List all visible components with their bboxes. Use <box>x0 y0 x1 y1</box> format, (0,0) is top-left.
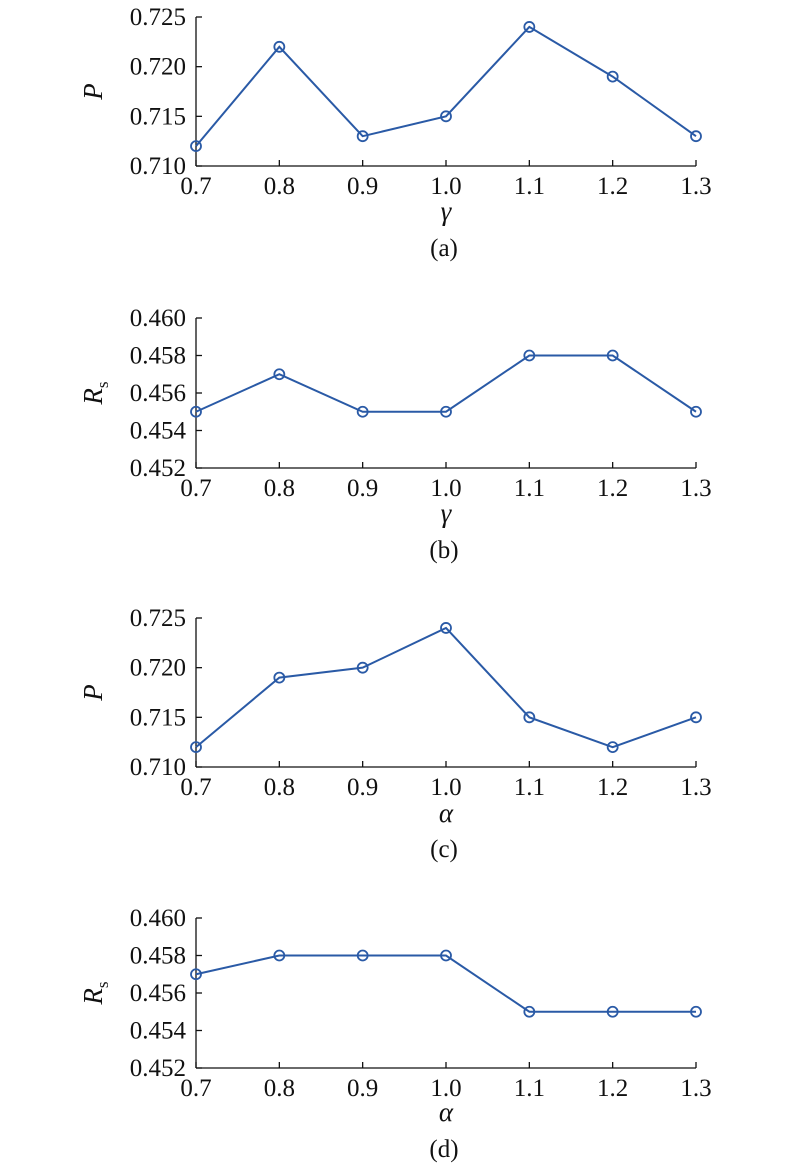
x-tick-label: 1.1 <box>514 475 545 502</box>
data-point <box>440 405 452 418</box>
x-tick-label: 0.8 <box>264 774 295 801</box>
data-point <box>190 140 202 153</box>
x-tick-label: 0.9 <box>347 173 378 200</box>
panel-caption: (b) <box>429 537 458 564</box>
data-point <box>690 130 702 143</box>
y-axis-label: Rs <box>78 981 112 1005</box>
y-tick-label: 0.720 <box>130 655 186 682</box>
x-tick-label: 1.3 <box>680 173 711 200</box>
data-point <box>190 405 202 418</box>
x-tick-label: 1.0 <box>430 173 461 200</box>
data-point <box>356 661 369 674</box>
x-tick-label: 0.7 <box>180 475 211 502</box>
data-point <box>606 1005 619 1018</box>
chart-panel-a: 0.7 0.8 0.9 1.0 1.1 1.2 1.3 0.710 0.715 0.720 0.72… <box>78 4 712 262</box>
panel-caption: (a) <box>430 235 458 262</box>
x-tick-label: 0.9 <box>347 1075 378 1102</box>
panel-caption: (c) <box>430 836 458 863</box>
data-point <box>273 40 286 53</box>
data-point <box>523 711 536 724</box>
data-point <box>523 1005 536 1018</box>
data-point <box>273 671 286 684</box>
x-tick-label: 0.9 <box>347 774 378 801</box>
y-tick-label: 0.456 <box>130 380 186 407</box>
chart-panel-d: 0.7 0.8 0.9 1.0 1.1 1.2 1.3 0.452 0.454 0.456 0.45… <box>78 905 712 1163</box>
y-axis-label: P <box>78 684 108 702</box>
x-tick-label: 1.0 <box>430 1075 461 1102</box>
y-axis-label: P <box>78 83 108 101</box>
y-tick-label: 0.710 <box>130 153 186 180</box>
x-tick-label: 1.0 <box>430 475 461 502</box>
data-point <box>356 130 369 143</box>
y-tick-label: 0.454 <box>130 1018 187 1045</box>
x-tick-label: 1.1 <box>514 774 545 801</box>
x-axis-label: α <box>439 1097 454 1127</box>
x-tick-label: 1.1 <box>514 1075 545 1102</box>
data-point <box>190 741 202 754</box>
chart-panel-b: 0.7 0.8 0.9 1.0 1.1 1.2 1.3 0.452 0.454 0.456 0.45… <box>78 305 712 564</box>
data-point <box>190 968 202 981</box>
data-point <box>356 405 369 418</box>
data-point <box>440 622 452 634</box>
data-point <box>606 349 619 362</box>
x-tick-label: 0.8 <box>264 1075 295 1102</box>
y-tick-label: 0.458 <box>130 943 186 970</box>
y-tick-label: 0.460 <box>130 305 186 332</box>
x-tick-label: 1.2 <box>597 774 628 801</box>
data-point <box>606 70 619 83</box>
y-tick-label: 0.452 <box>130 1055 186 1082</box>
y-tick-label: 0.715 <box>130 704 186 731</box>
series-line <box>195 25 697 147</box>
data-point <box>273 368 286 381</box>
x-tick-label: 0.7 <box>180 774 211 801</box>
series-line <box>195 954 696 1013</box>
data-point <box>690 1005 702 1018</box>
series-line <box>195 354 697 413</box>
data-point <box>690 405 702 418</box>
data-point <box>356 949 369 962</box>
data-point <box>440 110 452 123</box>
y-tick-label: 0.456 <box>130 980 186 1007</box>
x-axis-label: α <box>439 798 454 828</box>
y-tick-label: 0.454 <box>130 418 187 445</box>
x-tick-label: 1.3 <box>680 475 711 502</box>
y-axis-label: Rs <box>78 381 112 405</box>
series-line <box>195 626 697 749</box>
data-point <box>440 949 452 962</box>
y-tick-label: 0.710 <box>130 754 186 781</box>
data-point <box>273 949 286 962</box>
x-axis-label: γ <box>441 498 453 528</box>
x-tick-label: 1.3 <box>680 1075 711 1102</box>
data-point <box>523 349 536 362</box>
y-tick-label: 0.458 <box>130 343 186 370</box>
x-tick-label: 1.0 <box>430 774 461 801</box>
data-point <box>606 741 619 754</box>
x-tick-label: 0.7 <box>180 173 211 200</box>
chart-panel-c: 0.7 0.8 0.9 1.0 1.1 1.2 1.3 0.710 0.715 0.720 0.72… <box>78 605 712 863</box>
x-tick-label: 1.1 <box>514 173 545 200</box>
y-tick-label: 0.460 <box>130 905 186 932</box>
x-tick-label: 1.2 <box>597 1075 628 1102</box>
x-axis-label: γ <box>441 196 453 226</box>
data-point <box>523 21 536 33</box>
y-tick-label: 0.725 <box>130 4 186 31</box>
panel-caption: (d) <box>429 1136 458 1163</box>
y-tick-label: 0.452 <box>130 455 186 482</box>
x-tick-label: 0.8 <box>264 475 295 502</box>
x-tick-label: 1.2 <box>597 173 628 200</box>
x-tick-label: 1.3 <box>680 774 711 801</box>
x-tick-label: 0.9 <box>347 475 378 502</box>
y-tick-label: 0.720 <box>130 54 186 81</box>
y-tick-label: 0.715 <box>130 103 186 130</box>
data-point <box>690 711 702 724</box>
x-tick-label: 0.7 <box>180 1075 211 1102</box>
x-tick-label: 0.8 <box>264 173 295 200</box>
x-tick-label: 1.2 <box>597 475 628 502</box>
y-tick-label: 0.725 <box>130 605 186 632</box>
